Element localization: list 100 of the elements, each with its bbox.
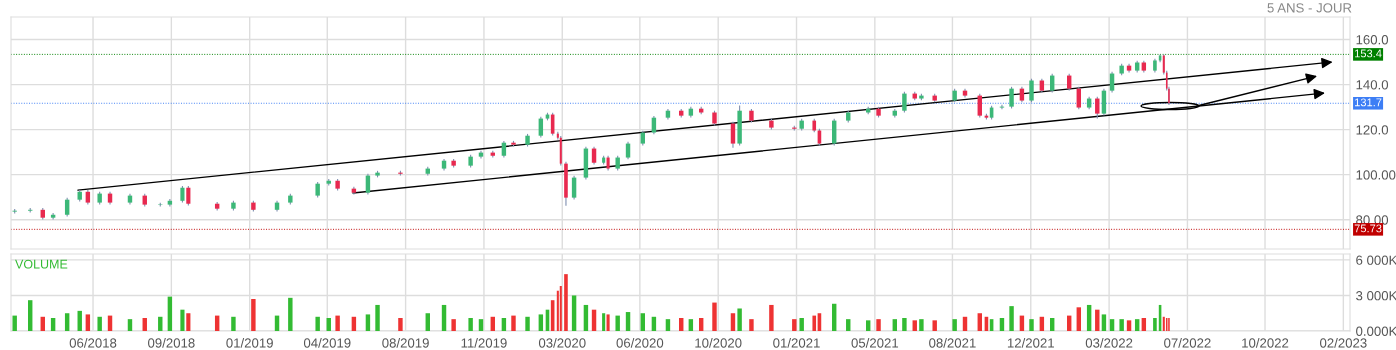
- bar: [127, 319, 133, 331]
- x-tick-label: 04/2019: [303, 337, 351, 348]
- x-tick-label: 10/2022: [1242, 337, 1289, 348]
- bar: [142, 317, 147, 331]
- candlestick: [1095, 96, 1100, 120]
- x-tick-label: 12/2021: [1007, 337, 1054, 348]
- chart-title: VOLUME: [15, 259, 68, 269]
- bar: [97, 316, 102, 331]
- x-tick-label: 02/2023: [1320, 337, 1367, 348]
- bar: [525, 316, 530, 331]
- bar: [12, 315, 17, 331]
- candlestick: [651, 115, 657, 135]
- bar: [28, 300, 33, 331]
- bar: [451, 319, 456, 331]
- bar: [335, 315, 340, 331]
- bar: [375, 304, 380, 331]
- bar: [478, 319, 484, 331]
- bar: [64, 313, 70, 331]
- ref-line-label: 153.4: [1355, 49, 1382, 58]
- bar: [799, 317, 804, 331]
- bar: [180, 309, 185, 331]
- x-tick-label: 03/2022: [1085, 337, 1133, 348]
- bar: [737, 308, 742, 331]
- bar: [892, 319, 898, 331]
- bar: [441, 304, 447, 331]
- bar: [730, 313, 736, 331]
- bar: [511, 315, 516, 331]
- candlestick: [1076, 86, 1082, 110]
- bar: [556, 290, 559, 331]
- bar: [846, 319, 851, 331]
- bar: [1101, 314, 1107, 331]
- x-tick-label: 03/2020: [538, 337, 586, 348]
- bar: [564, 274, 568, 331]
- bar: [865, 320, 871, 331]
- candlestick: [831, 118, 837, 146]
- bar: [1153, 317, 1157, 331]
- bar: [1109, 319, 1115, 331]
- bar: [1126, 320, 1132, 331]
- bar: [606, 314, 610, 331]
- bar: [615, 315, 620, 331]
- bar: [679, 317, 684, 331]
- x-tick-label: 09/2018: [148, 337, 195, 348]
- x-tick-label: 11/2019: [461, 337, 507, 348]
- bar: [398, 317, 403, 331]
- x-tick-label: 06/2018: [69, 337, 117, 348]
- bar: [1009, 306, 1014, 331]
- bar: [769, 304, 774, 331]
- candlestick: [186, 185, 191, 207]
- y-tick-label: 160.0: [1356, 35, 1389, 45]
- bar: [1029, 319, 1034, 331]
- bar: [1049, 317, 1055, 331]
- candlestick: [902, 91, 907, 114]
- bar: [977, 313, 982, 331]
- bar: [583, 304, 589, 331]
- candlestick: [1029, 78, 1034, 103]
- bar: [1076, 307, 1082, 331]
- bar: [999, 317, 1005, 331]
- bar: [326, 317, 331, 331]
- bar: [288, 297, 293, 331]
- bar: [571, 295, 577, 331]
- candlestick: [1009, 86, 1014, 110]
- bar: [602, 313, 606, 331]
- x-tick-label: 08/2021: [929, 337, 976, 348]
- candlestick: [571, 175, 577, 201]
- candlestick: [977, 93, 982, 119]
- chart-subtitle: 5 ANS - JOUR: [1267, 3, 1352, 13]
- bar: [425, 313, 430, 331]
- bar: [876, 319, 881, 331]
- bar: [698, 317, 704, 331]
- bar: [77, 310, 82, 331]
- bar: [919, 319, 924, 331]
- bar: [688, 319, 694, 331]
- ref-line-label: 75.73: [1354, 224, 1382, 233]
- bar: [365, 314, 371, 331]
- bar: [912, 320, 917, 331]
- bar: [50, 317, 56, 331]
- bar: [625, 312, 631, 331]
- x-tick-label: 08/2019: [382, 337, 429, 348]
- candlestick: [999, 104, 1005, 110]
- bar: [640, 313, 646, 331]
- bar: [251, 299, 256, 331]
- bar: [186, 313, 191, 331]
- y-tick-label: 120.0: [1356, 125, 1389, 135]
- bar: [952, 319, 957, 331]
- ref-line-label: 131.7: [1355, 98, 1382, 107]
- x-tick-label: 01/2019: [226, 337, 273, 348]
- y-tick-label: 140.0: [1356, 80, 1389, 90]
- bar: [538, 314, 544, 331]
- bar: [902, 317, 907, 331]
- x-tick-label: 07/2022: [1164, 337, 1211, 348]
- y-tick-label: 100.00: [1356, 170, 1396, 180]
- x-tick-label: 10/2020: [695, 337, 742, 348]
- x-tick-label: 05/2021: [851, 337, 899, 348]
- candlestick: [1101, 88, 1107, 116]
- bar: [559, 285, 562, 331]
- bar: [792, 319, 797, 331]
- bar: [468, 317, 473, 331]
- bar: [315, 316, 320, 331]
- x-tick-label: 06/2020: [616, 337, 664, 348]
- candlestick: [64, 197, 70, 218]
